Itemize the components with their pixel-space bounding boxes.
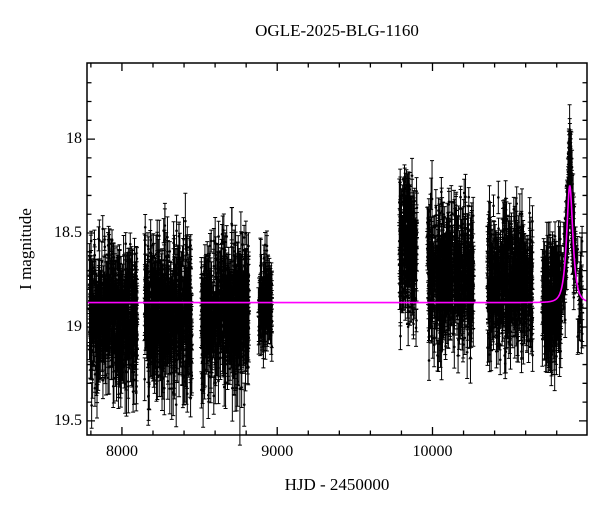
x-axis-title: HJD - 2450000 <box>284 475 390 494</box>
y-tick-label: 19 <box>66 317 82 335</box>
x-tick-label: 8000 <box>105 443 138 460</box>
x-tick-label: 9000 <box>261 443 294 460</box>
y-axis-title-text: I magnitude <box>16 208 35 290</box>
y-tick-label: 18.5 <box>54 224 82 242</box>
y-tick-label: 19.5 <box>54 411 82 429</box>
x-tick-label: 10000 <box>412 443 453 460</box>
plot-title: OGLE-2025-BLG-1160 <box>255 21 419 40</box>
y-tick-label: 18 <box>66 130 82 148</box>
